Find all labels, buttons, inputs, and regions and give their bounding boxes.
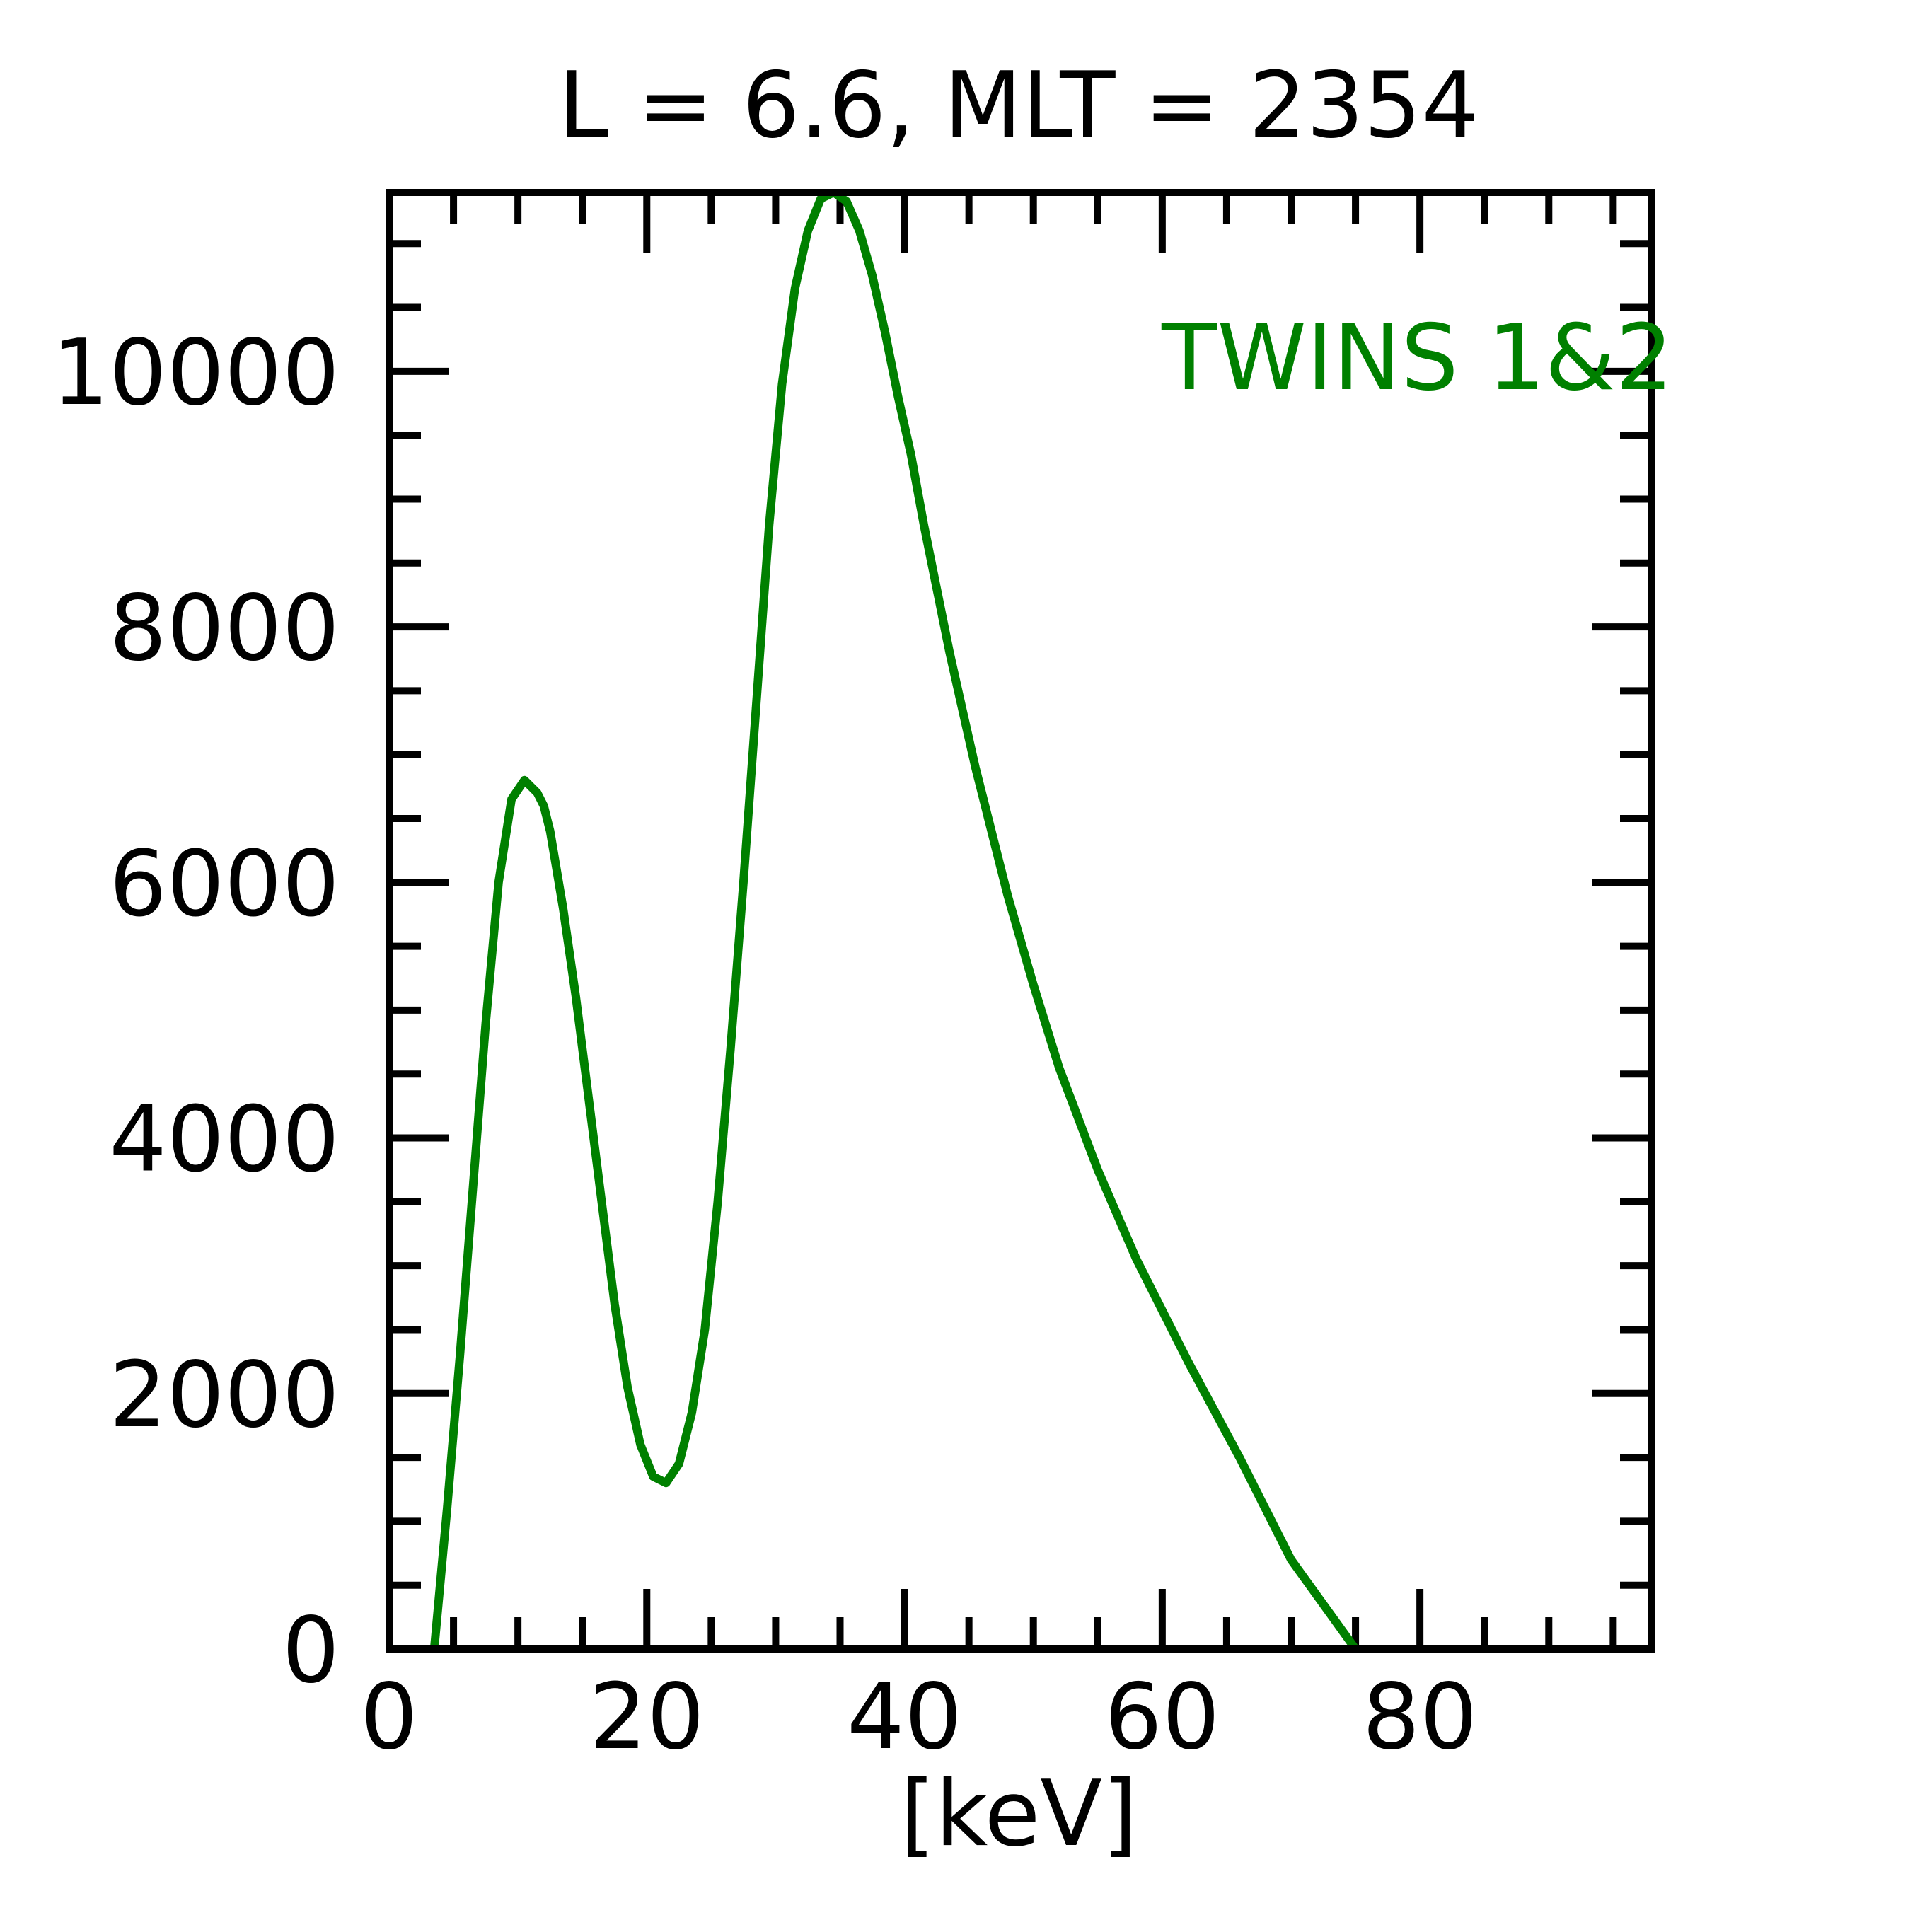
x-tick-label: 80 [1363, 1665, 1478, 1770]
x-axis-label: [keV] [900, 1762, 1138, 1867]
chart-title: L = 6.6, MLT = 2354 [558, 53, 1479, 158]
series-line-0 [429, 192, 1652, 1649]
y-tick-label: 10000 [52, 320, 340, 426]
x-tick-label: 40 [847, 1665, 962, 1770]
x-tick-label: 20 [589, 1665, 705, 1770]
plot-axes: 0 20 40 60 80 0 2000 4000 6000 8000 10000 [52, 192, 1652, 1770]
y-tick-label: 6000 [109, 831, 340, 937]
y-tick-label: 8000 [109, 576, 340, 681]
y-tick-label: 0 [282, 1598, 340, 1703]
y-tick-label: 2000 [109, 1343, 340, 1448]
plot-frame [386, 189, 1655, 1653]
series-layer [429, 192, 1652, 1649]
x-tick-label: 0 [360, 1665, 417, 1770]
x-tick-label: 60 [1104, 1665, 1220, 1770]
y-tick-label: 4000 [109, 1087, 340, 1193]
legend-label: TWINS 1&2 [1161, 306, 1673, 411]
